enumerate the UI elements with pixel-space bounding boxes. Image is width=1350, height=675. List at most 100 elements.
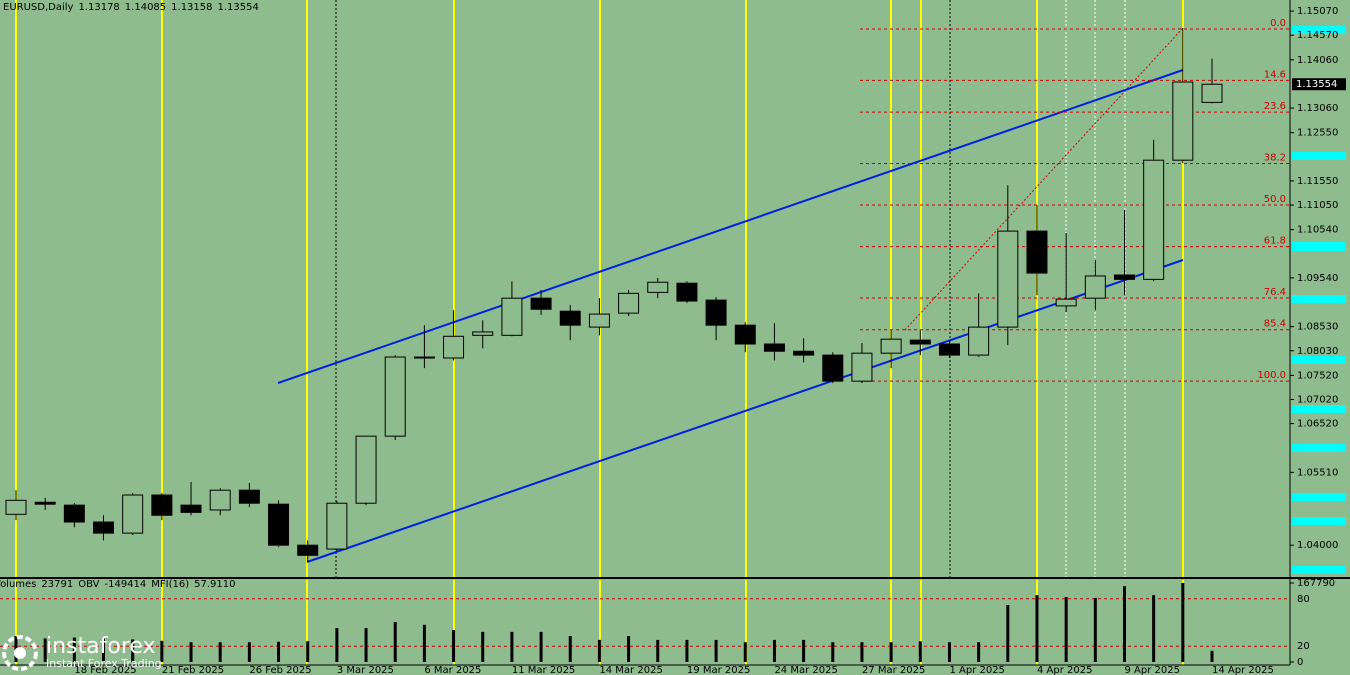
volume-bar: [1122, 586, 1126, 662]
volume-bar: [539, 631, 543, 662]
y-tick-label: 1.08030: [1297, 346, 1338, 357]
axis-highlight-boxes: [1292, 26, 1346, 574]
volume-tick-label: 167790: [1297, 578, 1335, 589]
candle-body: [880, 338, 902, 354]
candle-body: [559, 310, 581, 326]
symbol: EURUSD,Daily: [3, 2, 74, 13]
volume-bar: [1035, 595, 1039, 662]
current-price-box: [1292, 78, 1346, 91]
candle-body: [647, 281, 669, 293]
x-tick-label: 3 Mar 2025: [337, 665, 394, 675]
x-tick-label: 14 Mar 2025: [599, 665, 662, 675]
logo-icon: [2, 634, 38, 671]
fib-label: 85.4: [1264, 319, 1286, 330]
last-open: 1.13178: [78, 2, 120, 13]
volume-bar: [452, 629, 456, 662]
obv-label: OBV: [78, 579, 100, 590]
volume-bar: [656, 639, 660, 662]
candle-body: [297, 544, 319, 556]
tagline: Instant Forex Trading: [46, 656, 162, 670]
candle-body: [1172, 81, 1194, 161]
candle-body: [1113, 274, 1135, 280]
channel-upper: [277, 69, 1184, 384]
volume-bar: [568, 636, 572, 662]
candle-body: [443, 335, 465, 359]
volume-bar: [306, 641, 310, 662]
volume-bar: [335, 628, 339, 662]
volume-bar: [131, 639, 135, 662]
volume-bar: [1210, 650, 1214, 662]
x-tick-label: 14 Apr 2025: [1212, 665, 1274, 675]
obv-value: -149414: [104, 579, 147, 590]
y-tick-label: 1.04000: [1297, 540, 1338, 551]
candle-body: [763, 343, 785, 352]
candle-body: [5, 499, 27, 515]
x-tick-label: 24 Mar 2025: [774, 665, 837, 675]
candle-body: [705, 299, 727, 326]
channel-lower: [306, 259, 1184, 563]
y-tick-label: 1.14570: [1297, 30, 1338, 41]
volume-bar: [1064, 597, 1068, 662]
volume-bar: [802, 639, 806, 662]
mfi-level-label: 80: [1297, 594, 1310, 605]
fib-label: 100.0: [1257, 370, 1286, 381]
x-tick-label: 19 Mar 2025: [687, 665, 750, 675]
candle-body: [122, 494, 144, 534]
y-tick-label: 1.07020: [1297, 394, 1338, 405]
x-tick-label: 21 Feb 2025: [162, 665, 224, 675]
dotted-markers: [335, 0, 1126, 578]
fib-label: 14.6: [1264, 69, 1286, 80]
volume-bar: [889, 642, 893, 662]
mfi-value: 57.9110: [194, 579, 236, 590]
fib-trendline: [904, 27, 1184, 331]
volume-bar: [685, 639, 689, 662]
y-tick-label: 1.12550: [1297, 128, 1338, 139]
last-close: 1.13554: [217, 2, 259, 13]
volume-bar: [422, 624, 426, 662]
candle-body: [909, 339, 931, 345]
candle-body: [151, 494, 173, 516]
volume-bar: [364, 628, 368, 662]
fib-label: 38.2: [1264, 152, 1286, 163]
candle-body: [851, 352, 873, 382]
x-tick-label: 6 Mar 2025: [424, 665, 481, 675]
watermark: instaforex Instant Forex Trading: [0, 630, 180, 675]
candle-body: [34, 501, 56, 505]
candle-body: [472, 331, 494, 336]
last-low: 1.13158: [171, 2, 213, 13]
volume-bar: [43, 638, 47, 662]
candle-body: [180, 504, 202, 513]
fib-label: 0.0: [1270, 18, 1286, 29]
last-high: 1.14085: [124, 2, 167, 13]
volume-bar: [860, 642, 864, 662]
candle-body: [618, 292, 640, 314]
candle-body: [355, 435, 377, 504]
candle-body: [1055, 298, 1077, 307]
candle-body: [413, 356, 435, 359]
current-price-label: 1.13554: [1296, 79, 1337, 90]
volume-bar: [947, 642, 951, 662]
volume-tick-label: 0: [1297, 657, 1303, 668]
x-tick-label: 9 Apr 2025: [1124, 665, 1179, 675]
candle-body: [588, 313, 610, 328]
volume-bar: [1006, 605, 1010, 662]
y-tick-label: 1.13060: [1297, 103, 1338, 114]
candle-body: [238, 489, 260, 504]
candle-body: [530, 297, 552, 310]
logo-text: instaforex Instant Forex Trading: [46, 635, 162, 670]
candle-body: [734, 324, 756, 345]
volume-bar: [743, 642, 747, 662]
y-tick-label: 1.10540: [1297, 225, 1338, 236]
indicator-header: Volumes 23791 OBV -149414 MFI(16) 57.911…: [0, 579, 236, 590]
x-tick-label: 4 Apr 2025: [1037, 665, 1092, 675]
volume-bar: [1152, 595, 1156, 662]
volume-bar: [393, 621, 397, 662]
fib-label: 50.0: [1264, 194, 1286, 205]
candle-body: [1201, 83, 1223, 103]
volume-bar: [597, 639, 601, 662]
volume-bar: [189, 642, 193, 662]
candle-body: [997, 230, 1019, 328]
volume-bar: [918, 641, 922, 662]
mfi-level-label: 20: [1297, 641, 1310, 652]
